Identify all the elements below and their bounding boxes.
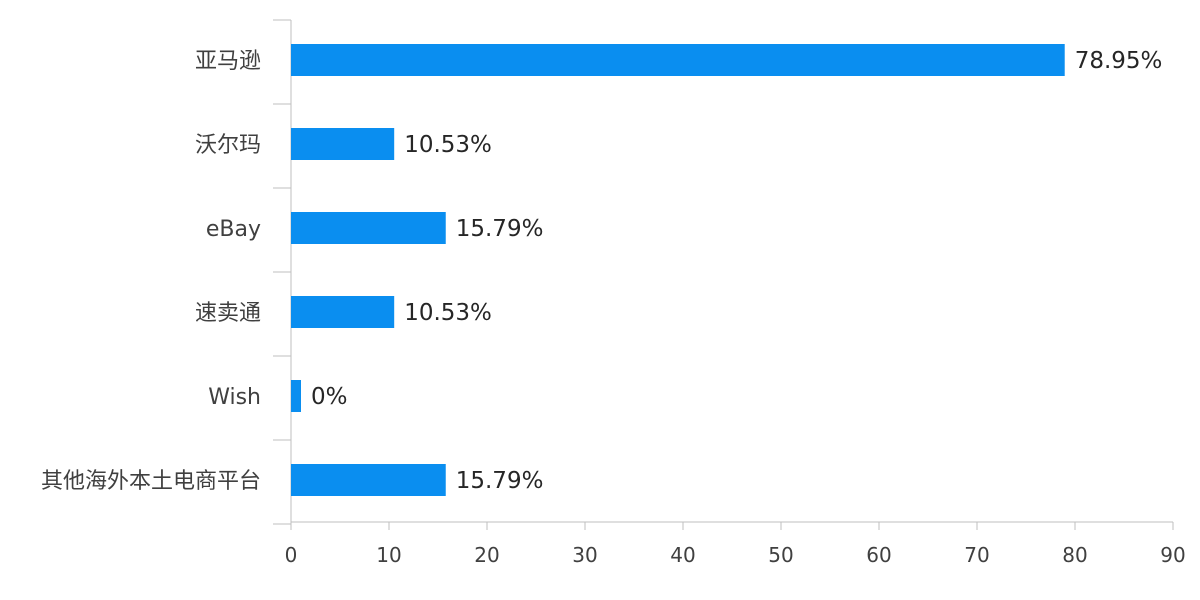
- bars: 亚马逊 78.95% 沃尔玛 10.53% eBay 15.79% 速卖通 10.53% Wis…: [41, 44, 1162, 496]
- x-tick-label: 90: [1160, 543, 1185, 567]
- x-tick-label: 70: [964, 543, 989, 567]
- x-tick-label: 0: [285, 543, 298, 567]
- data-label: 10.53%: [404, 132, 492, 158]
- bar: [291, 380, 301, 412]
- data-label: 0%: [311, 384, 348, 410]
- bar-row: 其他海外本土电商平台 15.79%: [41, 464, 543, 496]
- x-tick-label: 60: [866, 543, 891, 567]
- category-label: 速卖通: [195, 301, 261, 326]
- x-tick-label: 10: [376, 543, 401, 567]
- bar: [291, 464, 446, 496]
- category-label: 沃尔玛: [195, 133, 261, 158]
- bar: [291, 128, 395, 160]
- x-tick-label: 30: [572, 543, 597, 567]
- data-label: 10.53%: [404, 300, 492, 326]
- category-label: eBay: [206, 217, 261, 242]
- bar-row: 沃尔玛 10.53%: [195, 128, 492, 160]
- category-label: Wish: [208, 385, 261, 410]
- category-label: 亚马逊: [195, 49, 261, 74]
- bar-row: 速卖通 10.53%: [195, 296, 492, 328]
- bar: [291, 212, 446, 244]
- bar: [291, 44, 1065, 76]
- x-tick-label: 40: [670, 543, 695, 567]
- data-label: 15.79%: [456, 468, 544, 494]
- x-tick-label: 50: [768, 543, 793, 567]
- bar-row: Wish 0%: [208, 380, 348, 412]
- x-tick-label: 80: [1062, 543, 1087, 567]
- bar: [291, 296, 395, 328]
- data-label: 78.95%: [1075, 48, 1163, 74]
- bar-row: 亚马逊 78.95%: [195, 44, 1162, 76]
- axes: 0 10 20 30 40 50 60 70 80 90: [273, 19, 1186, 567]
- category-label: 其他海外本土电商平台: [41, 469, 261, 494]
- x-tick-label: 20: [474, 543, 499, 567]
- bar-row: eBay 15.79%: [206, 212, 544, 244]
- data-label: 15.79%: [456, 216, 544, 242]
